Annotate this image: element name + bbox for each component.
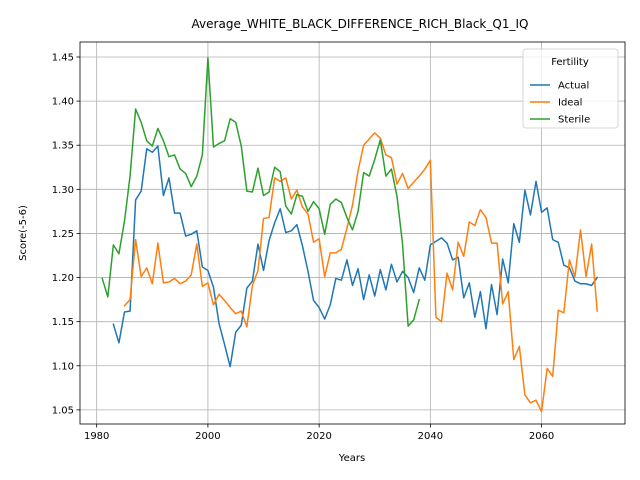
- series-line-ideal: [123, 132, 598, 413]
- legend-label-sterile: Sterile: [558, 115, 590, 126]
- y-tick-label: 1.30: [52, 185, 74, 196]
- x-tick-label: 2040: [418, 431, 443, 442]
- chart-title: Average_WHITE_BLACK_DIFFERENCE_RICH_Blac…: [192, 17, 529, 31]
- y-tick-label: 1.35: [52, 141, 74, 152]
- y-tick-label: 1.15: [52, 317, 74, 328]
- x-tick-label: 2020: [306, 431, 331, 442]
- y-tick-label: 1.40: [52, 97, 74, 108]
- legend-label-ideal: Ideal: [558, 98, 582, 109]
- series-line-sterile: [101, 57, 421, 327]
- y-tick-label: 1.25: [52, 229, 74, 240]
- axis-ticks: 1980 2000 2020 2040 2060 1.05 1.10 1.15 1.20 1.25…: [52, 52, 555, 442]
- y-tick-label: 1.45: [52, 52, 74, 63]
- x-axis-label: Years: [338, 453, 365, 464]
- series-lines: [101, 57, 599, 413]
- y-axis-label: Score(-5-6): [18, 205, 29, 261]
- legend-items: Actual Ideal Sterile: [530, 81, 590, 126]
- legend-box: [522, 48, 619, 129]
- plot-frame: [79, 41, 626, 425]
- legend: Fertility Actual Ideal Sterile: [522, 48, 619, 129]
- x-tick-label: 2000: [195, 431, 220, 442]
- x-tick-label: 1980: [84, 431, 109, 442]
- y-tick-label: 1.05: [52, 405, 74, 416]
- legend-title: Fertility: [551, 57, 589, 68]
- x-tick-label: 2060: [529, 431, 554, 442]
- y-tick-label: 1.10: [52, 361, 74, 372]
- series-line-actual: [112, 145, 599, 368]
- legend-label-actual: Actual: [558, 81, 589, 92]
- y-tick-label: 1.20: [52, 273, 74, 284]
